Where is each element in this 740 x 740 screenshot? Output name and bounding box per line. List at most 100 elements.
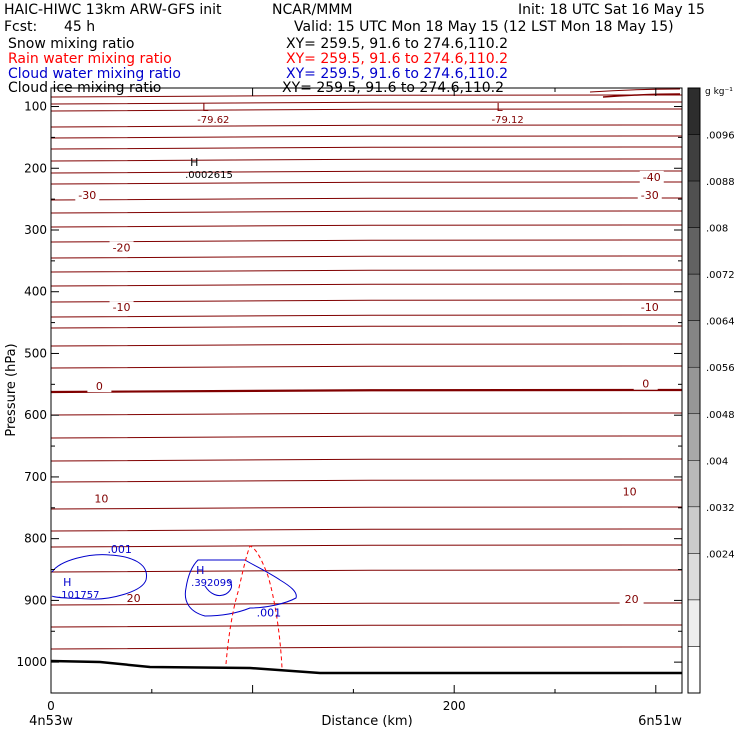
cloud-water-label: .001 [257, 607, 282, 620]
colorbar-swatch [687, 320, 701, 368]
y-tick-label: 600 [24, 408, 47, 422]
extremum-h-symbol: H [196, 564, 204, 577]
field-snow-name: Snow mixing ratio [8, 36, 135, 52]
temperature-label: -30 [641, 189, 659, 202]
isotherm-line [50, 146, 683, 150]
temperature-label-bg [637, 188, 662, 201]
isotherm-line [50, 135, 683, 139]
field-rain-name: Rain water mixing ratio [8, 51, 172, 67]
x-end-label: 6n51w [638, 714, 682, 729]
isotherm-line [50, 269, 683, 273]
isotherm-line [50, 255, 683, 259]
valid-time: Valid: 15 UTC Mon 18 May 15 (12 LST Mon … [294, 19, 674, 35]
field-snow-xy: XY= 259.5, 91.6 to 274.6,110.2 [286, 36, 509, 52]
fcst-value: 45 h [64, 19, 96, 35]
x-tick-label: 0 [47, 699, 55, 713]
y-tick-label: 800 [24, 532, 47, 546]
isotherm-line [50, 325, 683, 329]
init-time: Init: 18 UTC Sat 16 May 15 [518, 2, 705, 18]
x-start-label: 4n53w [29, 714, 73, 729]
temperature-label: -30 [78, 189, 96, 202]
isotherm-line [50, 343, 683, 347]
isotherm-line [50, 94, 683, 98]
colorbar-label: .0032 [706, 503, 735, 514]
temperature-label-bg [617, 485, 642, 498]
isotherm-line [589, 88, 681, 93]
temperature-label: 20 [127, 592, 141, 605]
isotherm-line [50, 239, 683, 243]
colorbar-swatch [687, 180, 701, 228]
colorbar-unit: g kg⁻¹ [705, 87, 733, 97]
org-label: NCAR/MMM [272, 2, 353, 18]
extremum-l-symbol: L [202, 101, 209, 114]
chart-title: HAIC-HIWC 13km ARW-GFS init [4, 2, 222, 18]
isotherm-line [50, 124, 683, 128]
fcst-label: Fcst: [4, 19, 38, 35]
isotherm-line [602, 93, 681, 98]
temperature-label-bg [121, 591, 146, 604]
colorbar-swatch [687, 227, 701, 275]
x-tick-label: 200 [443, 699, 466, 713]
isotherm-line [50, 388, 683, 394]
cloud-water-contour [204, 579, 233, 597]
colorbar-label: .008 [706, 224, 728, 235]
cloud-water-contour [184, 559, 297, 617]
colorbar-frame [687, 87, 701, 694]
temperature-label: -10 [113, 301, 131, 314]
colorbar-swatch [687, 366, 701, 415]
colorbar-swatch [687, 134, 701, 182]
isotherm-line [50, 479, 683, 483]
y-tick-label: 100 [24, 100, 47, 114]
temperature-label: 10 [623, 486, 637, 499]
isotherm-line [50, 314, 683, 318]
temperature-label: 0 [642, 378, 649, 391]
isotherm-line [50, 210, 683, 214]
temperature-label-bg [87, 380, 112, 393]
y-tick-label: 1000 [16, 655, 47, 669]
isotherm-line [50, 283, 683, 287]
temperature-label: -20 [113, 241, 131, 254]
isotherm-line [50, 181, 683, 185]
extremum-value: .0002615 [185, 170, 233, 181]
rain-water-contour [225, 545, 283, 669]
isotherm-line [50, 544, 683, 548]
y-tick-label: 900 [24, 593, 47, 607]
y-tick-label: 700 [24, 470, 47, 484]
colorbar-swatch [687, 506, 701, 554]
colorbar-label: .004 [706, 456, 728, 467]
colorbar-swatch [687, 599, 701, 647]
field-rain-xy: XY= 259.5, 91.6 to 274.6,110.2 [286, 51, 509, 67]
extremum-l-symbol: L [497, 101, 504, 114]
temperature-label: -10 [641, 301, 659, 314]
temperature-label-bg [637, 301, 662, 314]
y-tick-label: 300 [24, 223, 47, 237]
extremum-h-symbol: H [63, 576, 71, 589]
extremum-value: -79.62 [197, 115, 229, 126]
colorbar-swatch [687, 273, 701, 321]
temperature-label-bg [109, 301, 134, 314]
temperature-label-bg [89, 492, 114, 505]
temperature-label: 10 [94, 493, 108, 506]
isotherm-line [50, 170, 683, 174]
isotherm-line [50, 602, 683, 606]
field-cloudwater-name: Cloud water mixing ratio [8, 66, 181, 82]
isotherm-line [50, 458, 683, 462]
isotherm-line [50, 646, 683, 650]
colorbar-swatch [687, 413, 701, 461]
cloud-water-label: .001 [107, 543, 132, 556]
temperature-label-bg [633, 377, 658, 390]
extremum-value: -79.12 [492, 115, 524, 126]
isotherm-line [50, 299, 683, 303]
isotherm-line [50, 224, 683, 228]
colorbar: .0096 .0088 .008 .0072 .0064 .0056 .0048 .004 .0… [687, 87, 735, 694]
y-tick-label: 400 [24, 285, 47, 299]
temperature-label-bg [619, 593, 644, 606]
colorbar-swatch [687, 460, 701, 508]
extremum-h-symbol: H [190, 156, 198, 169]
isotherm-line [50, 108, 683, 112]
temperature-label: 20 [625, 593, 639, 606]
colorbar-label: .0072 [706, 270, 735, 281]
y-tick-label: 500 [24, 346, 47, 360]
isotherm-line [50, 197, 683, 201]
